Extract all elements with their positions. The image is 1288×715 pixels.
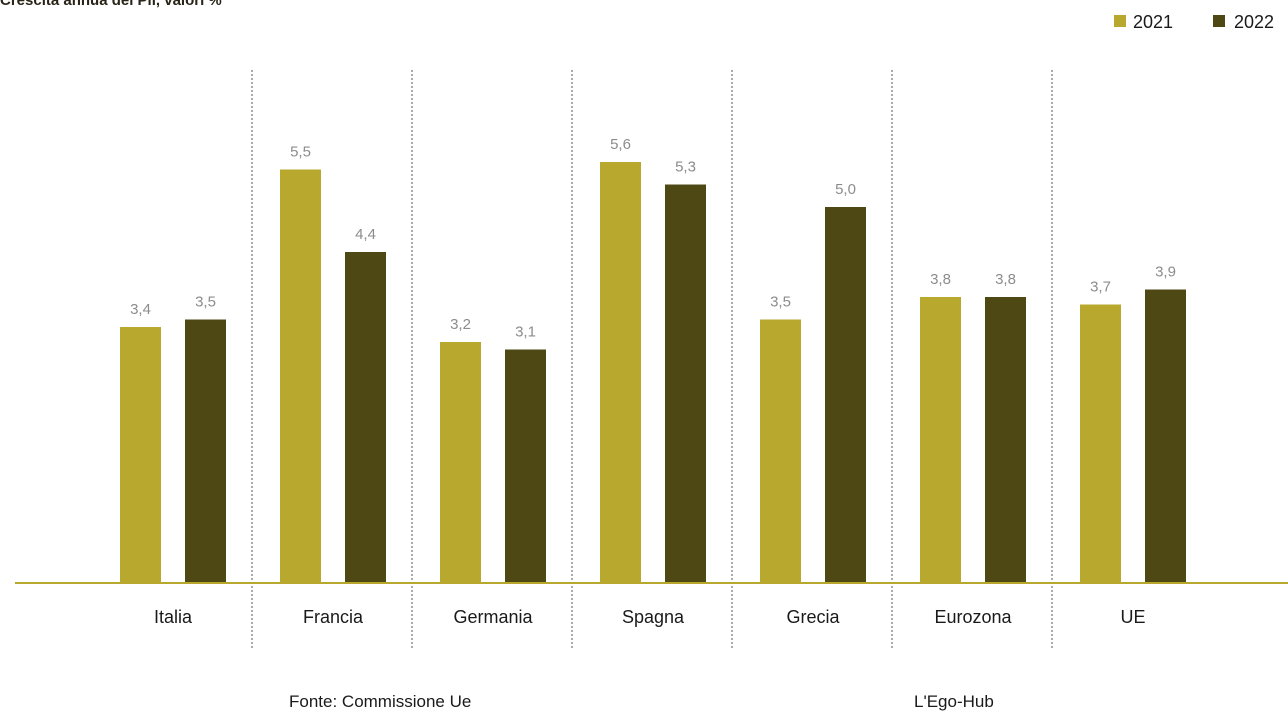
bar-2021-grecia [760,319,801,582]
category-label-italia: Italia [154,607,193,627]
value-label-2021-italia: 3,4 [130,301,151,318]
bar-2022-grecia [825,207,866,582]
category-label-spagna: Spagna [622,607,685,627]
bar-2021-italia [120,327,161,582]
category-label-eurozona: Eurozona [934,607,1012,627]
value-label-2021-ue: 3,7 [1090,279,1111,296]
legend-label-2022: 2022 [1234,12,1274,32]
value-label-2021-germania: 3,2 [450,316,471,333]
bar-2021-spagna [600,162,641,582]
value-label-2021-eurozona: 3,8 [930,271,951,288]
source-note: Fonte: Commissione Ue [289,692,471,711]
value-label-2022-italia: 3,5 [195,294,216,311]
value-label-2022-germania: 3,1 [515,324,536,341]
value-label-2021-grecia: 3,5 [770,294,791,311]
chart-subtitle: Crescita annua del Pil, valori % [0,0,222,9]
category-label-ue: UE [1120,607,1145,627]
category-label-germania: Germania [453,607,533,627]
value-label-2022-spagna: 5,3 [675,159,696,176]
bar-2022-eurozona [985,297,1026,582]
category-labels: Italia Francia Germania Spagna Grecia Eurozon… [154,607,1146,627]
legend-swatch-2021 [1114,15,1126,27]
category-label-francia: Francia [303,607,364,627]
category-label-grecia: Grecia [786,607,840,627]
legend-label-2021: 2021 [1133,12,1173,32]
value-label-2021-spagna: 5,6 [610,136,631,153]
bar-2021-ue [1080,304,1121,582]
value-label-2021-francia: 5,5 [290,144,311,161]
credit-note: L'Ego-Hub [914,692,994,711]
bar-2022-germania [505,349,546,582]
legend-swatch-2022 [1213,15,1225,27]
bar-2022-spagna [665,184,706,582]
legend: 2021 2022 [1114,12,1274,32]
bar-2022-ue [1145,289,1186,582]
bar-2021-germania [440,342,481,582]
value-label-2022-eurozona: 3,8 [995,271,1016,288]
bar-2021-eurozona [920,297,961,582]
bar-2022-francia [345,252,386,582]
category-separators [251,70,1053,648]
value-label-2022-ue: 3,9 [1155,264,1176,281]
value-labels: 3,4 3,5 5,5 4,4 3,2 3,1 5,6 5,3 3,5 5,0 3,8 3,8 3,7 3… [130,136,1176,341]
bars [120,162,1186,582]
bar-2022-italia [185,319,226,582]
bar-2021-francia [280,169,321,582]
value-label-2022-grecia: 5,0 [835,181,856,198]
value-label-2022-francia: 4,4 [355,226,376,243]
